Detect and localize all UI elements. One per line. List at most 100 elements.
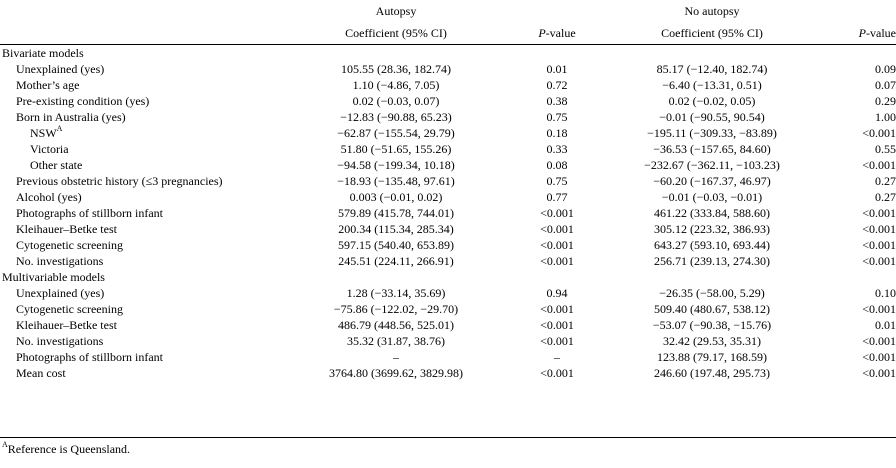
- autopsy-coef-cell: −75.86 (−122.02, −29.70): [333, 302, 459, 316]
- no-autopsy-p-cell: <0.001: [862, 158, 896, 172]
- row-label: Cytogenetic screening: [16, 302, 123, 316]
- row-label: Mean cost: [16, 366, 66, 380]
- no-autopsy-p-cell: <0.001: [862, 206, 896, 220]
- row-label: Pre-existing condition (yes): [16, 94, 150, 108]
- col-header-autopsy-p: P-value: [504, 22, 610, 45]
- row-label-cell: Previous obstetric history (≤3 pregnanci…: [0, 173, 288, 189]
- no-autopsy-p-cell: <0.001: [862, 238, 896, 252]
- row-label-cell: No. investigations: [0, 253, 288, 269]
- row-label-cell: No. investigations: [0, 333, 288, 349]
- table-row: Alcohol (yes) 0.003 (−0.01, 0.02) 0.77 −0.0…: [0, 189, 896, 205]
- autopsy-coef-cell: 1.28 (−33.14, 35.69): [346, 286, 446, 300]
- row-label: Kleihauer–Betke test: [16, 318, 117, 332]
- row-label: NSW: [30, 126, 57, 140]
- no-autopsy-p-cell: <0.001: [862, 254, 896, 268]
- autopsy-p-cell: 0.72: [546, 78, 568, 92]
- row-label: Mother’s age: [16, 78, 80, 92]
- autopsy-p-cell: 0.18: [546, 126, 568, 140]
- no-autopsy-p-cell: <0.001: [862, 366, 896, 380]
- autopsy-p-cell: 0.08: [546, 158, 568, 172]
- row-label-cell: Born in Australia (yes): [0, 109, 288, 125]
- autopsy-coef-cell: –: [393, 350, 399, 364]
- blank-header-cell: [504, 0, 610, 22]
- row-label-cell: Cytogenetic screening: [0, 237, 288, 253]
- row-label: Other state: [30, 158, 83, 172]
- no-autopsy-p-cell: <0.001: [862, 222, 896, 236]
- autopsy-p-cell: –: [554, 350, 560, 364]
- table-row: Other state −94.58 (−199.34, 10.18) 0.08 −2…: [0, 157, 896, 173]
- p-suffix: -value: [545, 26, 576, 40]
- autopsy-p-cell: <0.001: [540, 334, 574, 348]
- row-label-cell: Photographs of stillborn infant: [0, 205, 288, 221]
- footnote-ref: A: [56, 124, 63, 133]
- row-label: Unexplained (yes): [16, 286, 105, 300]
- autopsy-p-cell: 0.94: [546, 286, 568, 300]
- no-autopsy-coef-cell: −195.11 (−309.33, −83.89): [647, 126, 777, 140]
- no-autopsy-p-cell: <0.001: [862, 334, 896, 348]
- table-row: Pre-existing condition (yes) 0.02 (−0.03,…: [0, 93, 896, 109]
- autopsy-coef-cell: −94.58 (−199.34, 10.18): [337, 158, 455, 172]
- section-header-row: Bivariate models: [0, 45, 896, 62]
- autopsy-p-cell: 0.38: [546, 94, 568, 108]
- table-row: Cytogenetic screening 597.15 (540.40, 653…: [0, 237, 896, 253]
- no-autopsy-coef-cell: −60.20 (−167.37, 46.97): [653, 174, 771, 188]
- autopsy-coef-cell: 3764.80 (3699.62, 3829.98): [329, 366, 463, 380]
- row-label-cell: Unexplained (yes): [0, 61, 288, 77]
- group-header-autopsy: Autopsy: [375, 4, 417, 18]
- no-autopsy-p-cell: 0.01: [875, 318, 896, 332]
- table-row: Unexplained (yes) 105.55 (28.36, 182.74) 0…: [0, 61, 896, 77]
- table-row: Photographs of stillborn infant 579.89 (4…: [0, 205, 896, 221]
- autopsy-p-cell: 0.01: [546, 62, 568, 76]
- autopsy-p-cell: <0.001: [540, 366, 574, 380]
- autopsy-coef-cell: 0.02 (−0.03, 0.07): [352, 94, 440, 108]
- p-italic: P: [858, 26, 867, 40]
- autopsy-coef-cell: 51.80 (−51.65, 155.26): [340, 142, 452, 156]
- no-autopsy-coef-cell: 643.27 (593.10, 693.44): [654, 238, 770, 252]
- row-label: Photographs of stillborn infant: [16, 350, 163, 364]
- no-autopsy-coef-cell: −26.35 (−58.00, 5.29): [659, 286, 765, 300]
- column-header-row: Coefficient (95% CI) P-value Coefficient…: [0, 22, 896, 45]
- footnote-marker: A: [2, 440, 8, 449]
- no-autopsy-p-cell: 0.55: [875, 142, 896, 156]
- autopsy-p-cell: <0.001: [540, 238, 574, 252]
- blank-header-cell: [0, 0, 288, 22]
- table-row: Mean cost 3764.80 (3699.62, 3829.98) <0.00…: [0, 365, 896, 381]
- row-label: No. investigations: [16, 254, 104, 268]
- col-header-autopsy-coef: Coefficient (95% CI): [288, 22, 504, 45]
- table-row: Photographs of stillborn infant – – 123.88 …: [0, 349, 896, 365]
- no-autopsy-p-cell: 0.27: [875, 190, 896, 204]
- no-autopsy-p-cell: 0.27: [875, 174, 896, 188]
- blank-header-cell: [0, 22, 288, 45]
- p-suffix: -value: [866, 26, 896, 40]
- autopsy-coef-cell: 105.55 (28.36, 182.74): [341, 62, 451, 76]
- col-header-no-autopsy-coef: Coefficient (95% CI): [610, 22, 814, 45]
- no-autopsy-coef-cell: 509.40 (480.67, 538.12): [654, 302, 770, 316]
- autopsy-coef-cell: 35.32 (31.87, 38.76): [347, 334, 445, 348]
- col-header-no-autopsy-p: P-value: [814, 22, 896, 45]
- no-autopsy-coef-cell: −0.01 (−90.55, 90.54): [659, 110, 765, 124]
- table-row: Kleihauer–Betke test 200.34 (115.34, 285.…: [0, 221, 896, 237]
- row-label-cell: Unexplained (yes): [0, 285, 288, 301]
- no-autopsy-coef-cell: 85.17 (−12.40, 182.74): [656, 62, 768, 76]
- table-row: No. investigations 245.51 (224.11, 266.91…: [0, 253, 896, 269]
- row-label-cell: Mean cost: [0, 365, 288, 381]
- row-label-cell: Kleihauer–Betke test: [0, 317, 288, 333]
- row-label-cell: Victoria: [0, 141, 288, 157]
- row-label-cell: NSWA: [0, 125, 288, 141]
- table-row: Cytogenetic screening −75.86 (−122.02, −2…: [0, 301, 896, 317]
- no-autopsy-p-cell: <0.001: [862, 126, 896, 140]
- row-label-cell: Mother’s age: [0, 77, 288, 93]
- footnote-text: Reference is Queensland.: [7, 442, 131, 456]
- autopsy-coef-cell: −62.87 (−155.54, 29.79): [337, 126, 455, 140]
- no-autopsy-coef-cell: −232.67 (−362.11, −103.23): [644, 158, 780, 172]
- table-row: Kleihauer–Betke test 486.79 (448.56, 525.…: [0, 317, 896, 333]
- section-title: Multivariable models: [2, 270, 105, 284]
- row-label-cell: Cytogenetic screening: [0, 301, 288, 317]
- no-autopsy-coef-cell: 32.42 (29.53, 35.31): [663, 334, 761, 348]
- no-autopsy-coef-cell: −0.01 (−0.03, −0.01): [661, 190, 763, 204]
- blank-header-cell: [814, 0, 896, 22]
- row-label-cell: Alcohol (yes): [0, 189, 288, 205]
- no-autopsy-coef-cell: 246.60 (197.48, 295.73): [654, 366, 770, 380]
- autopsy-coef-cell: 579.89 (415.78, 744.01): [338, 206, 454, 220]
